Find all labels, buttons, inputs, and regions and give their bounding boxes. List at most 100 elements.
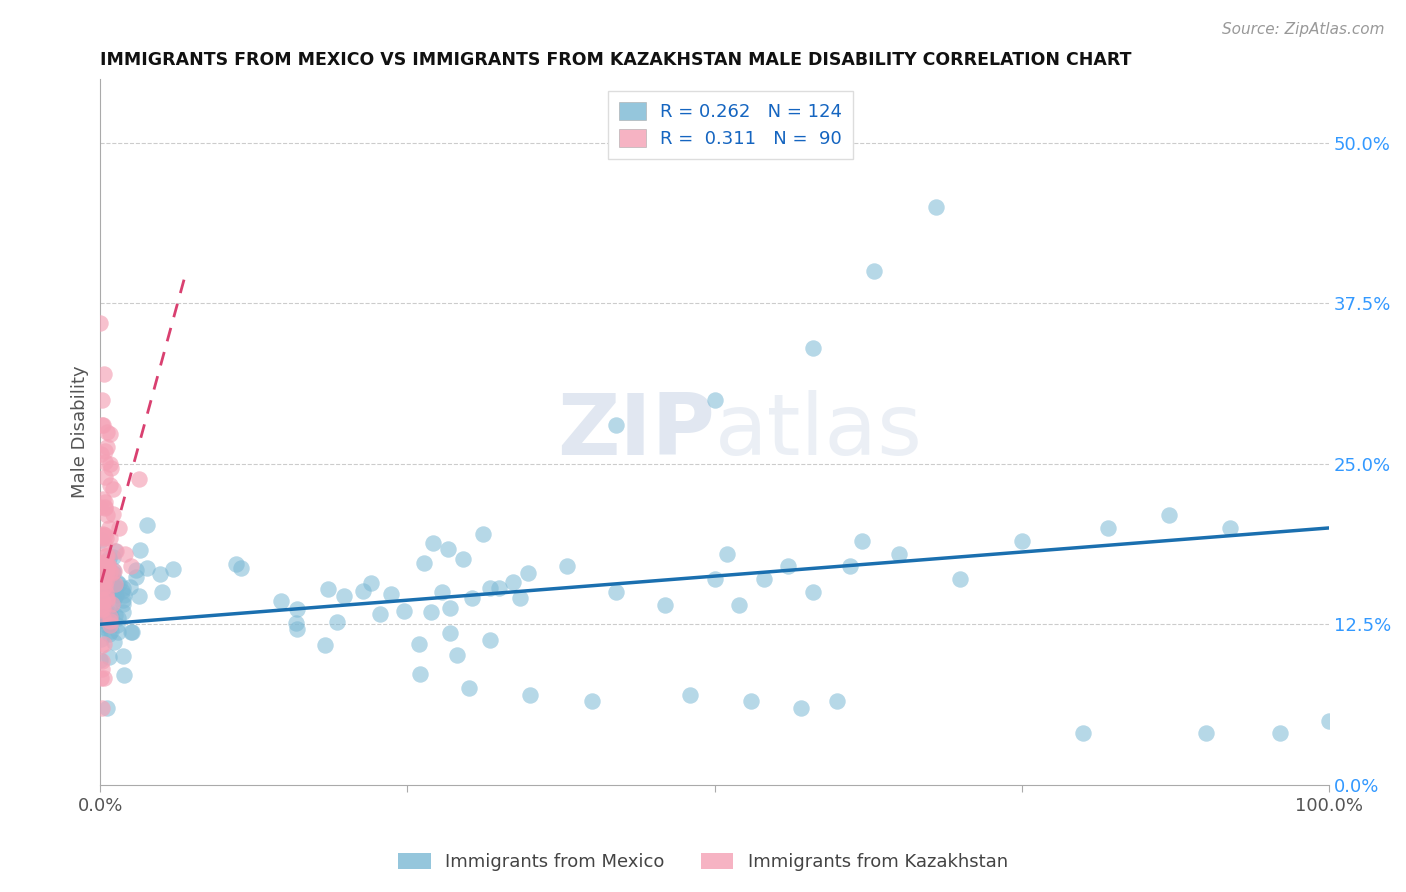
- Point: [93, 501, 115, 516]
- Point: [432, 585, 454, 599]
- Point: [91, 492, 114, 507]
- Text: Source: ZipAtlas.com: Source: ZipAtlas.com: [1222, 22, 1385, 37]
- Point: [716, 547, 738, 561]
- Point: [789, 700, 811, 714]
- Point: [91, 610, 114, 624]
- Point: [91, 601, 114, 615]
- Point: [136, 561, 159, 575]
- Point: [93, 579, 115, 593]
- Point: [112, 588, 135, 602]
- Point: [97, 550, 120, 565]
- Point: [91, 613, 114, 627]
- Point: [90, 529, 112, 543]
- Point: [150, 584, 173, 599]
- Point: [94, 603, 117, 617]
- Point: [924, 200, 946, 214]
- Point: [90, 533, 112, 548]
- Point: [91, 581, 114, 595]
- Point: [112, 593, 135, 607]
- Point: [703, 572, 725, 586]
- Y-axis label: Male Disability: Male Disability: [72, 366, 89, 498]
- Point: [394, 604, 416, 618]
- Point: [97, 607, 120, 621]
- Point: [332, 589, 354, 603]
- Point: [863, 264, 886, 278]
- Point: [100, 572, 122, 586]
- Point: [97, 626, 120, 640]
- Point: [129, 543, 152, 558]
- Legend: Immigrants from Mexico, Immigrants from Kazakhstan: Immigrants from Mexico, Immigrants from …: [391, 846, 1015, 879]
- Point: [90, 639, 112, 653]
- Point: [316, 582, 339, 596]
- Point: [90, 564, 112, 578]
- Point: [148, 566, 170, 581]
- Point: [360, 576, 382, 591]
- Point: [478, 581, 501, 595]
- Point: [93, 614, 115, 628]
- Point: [93, 571, 115, 585]
- Point: [104, 581, 127, 595]
- Point: [1268, 726, 1291, 740]
- Point: [91, 607, 114, 621]
- Point: [89, 500, 111, 514]
- Point: [93, 574, 115, 589]
- Point: [801, 341, 824, 355]
- Point: [605, 418, 627, 433]
- Point: [100, 585, 122, 599]
- Point: [125, 570, 148, 584]
- Point: [105, 544, 128, 558]
- Point: [90, 671, 112, 685]
- Point: [827, 694, 849, 708]
- Point: [98, 618, 121, 632]
- Point: [98, 531, 121, 545]
- Point: [420, 605, 443, 619]
- Point: [90, 583, 112, 598]
- Point: [96, 575, 118, 590]
- Point: [100, 624, 122, 639]
- Point: [679, 688, 702, 702]
- Point: [103, 607, 125, 622]
- Point: [97, 559, 120, 574]
- Text: IMMIGRANTS FROM MEXICO VS IMMIGRANTS FROM KAZAKHSTAN MALE DISABILITY CORRELATION: IMMIGRANTS FROM MEXICO VS IMMIGRANTS FRO…: [100, 51, 1132, 69]
- Point: [94, 560, 117, 574]
- Point: [90, 700, 112, 714]
- Point: [581, 694, 603, 708]
- Point: [91, 561, 114, 575]
- Point: [101, 562, 124, 576]
- Point: [439, 626, 461, 640]
- Point: [446, 648, 468, 662]
- Point: [112, 597, 135, 611]
- Point: [125, 563, 148, 577]
- Point: [96, 574, 118, 588]
- Point: [98, 649, 121, 664]
- Point: [94, 444, 117, 458]
- Point: [89, 557, 111, 571]
- Point: [101, 550, 124, 565]
- Point: [94, 528, 117, 542]
- Point: [460, 591, 482, 605]
- Point: [225, 558, 247, 572]
- Point: [94, 531, 117, 545]
- Point: [98, 603, 121, 617]
- Point: [96, 593, 118, 607]
- Point: [409, 666, 432, 681]
- Point: [90, 603, 112, 617]
- Point: [352, 583, 374, 598]
- Point: [90, 582, 112, 597]
- Point: [1071, 726, 1094, 740]
- Point: [516, 566, 538, 580]
- Point: [94, 558, 117, 573]
- Point: [128, 472, 150, 486]
- Point: [94, 549, 117, 563]
- Point: [519, 688, 541, 702]
- Point: [96, 549, 118, 563]
- Point: [1317, 714, 1340, 728]
- Point: [93, 563, 115, 577]
- Point: [314, 638, 336, 652]
- Point: [851, 533, 873, 548]
- Point: [801, 585, 824, 599]
- Point: [488, 581, 510, 595]
- Point: [654, 598, 676, 612]
- Point: [96, 591, 118, 606]
- Point: [453, 552, 475, 566]
